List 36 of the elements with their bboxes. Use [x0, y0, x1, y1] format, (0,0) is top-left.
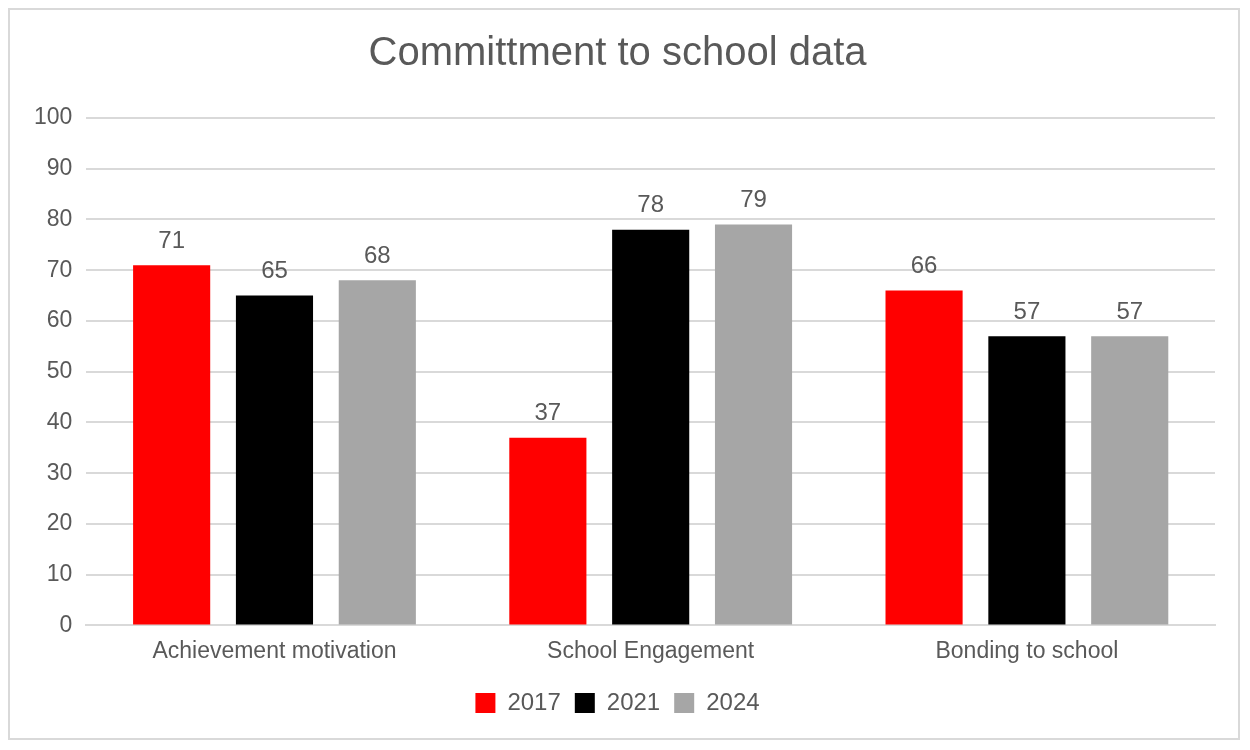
data-label: 57 — [1013, 296, 1041, 324]
legend-label: 2021 — [606, 687, 661, 715]
chart-title: Committment to school data — [368, 29, 868, 74]
y-tick-label: 60 — [46, 306, 73, 333]
y-tick-label: 0 — [59, 610, 73, 637]
data-label: 71 — [158, 225, 185, 253]
data-label: 68 — [363, 240, 391, 268]
x-tick-label: Bonding to school — [935, 636, 1119, 663]
bar — [133, 265, 211, 625]
y-tick-label: 10 — [46, 560, 73, 586]
y-tick-label: 90 — [46, 154, 73, 181]
y-tick-label: 20 — [46, 509, 73, 536]
legend-label: 2024 — [706, 687, 760, 715]
y-tick-label: 50 — [46, 357, 73, 384]
bar — [714, 224, 793, 625]
bar — [612, 229, 690, 625]
y-tick-label: 70 — [46, 255, 73, 282]
bar — [338, 280, 416, 625]
bar — [988, 336, 1066, 625]
bar — [509, 437, 587, 625]
x-tick-label: Achievement motivation — [152, 636, 397, 663]
data-label: 57 — [1116, 296, 1144, 324]
bar — [235, 295, 314, 625]
data-label: 65 — [261, 256, 288, 284]
data-label: 66 — [910, 251, 938, 279]
data-label: 79 — [740, 185, 767, 213]
bar — [1091, 336, 1169, 625]
y-tick-label: 100 — [34, 103, 73, 130]
x-tick-label: School Engagement — [547, 636, 755, 663]
data-label: 78 — [637, 190, 665, 218]
y-tick-label: 80 — [46, 204, 73, 231]
y-tick-label: 40 — [46, 407, 73, 434]
y-tick-label: 30 — [46, 458, 73, 485]
data-label: 37 — [534, 398, 562, 426]
bar — [885, 290, 963, 625]
legend-label: 2017 — [507, 687, 561, 715]
